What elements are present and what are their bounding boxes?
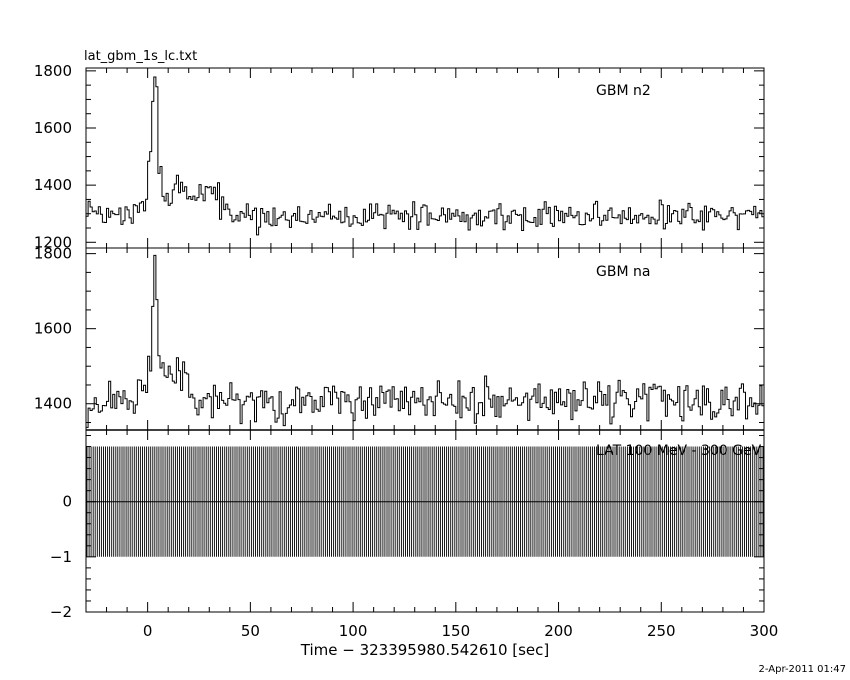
x-tick-label: 200 <box>544 622 573 640</box>
y-tick-label: −2 <box>50 603 72 621</box>
y-tick-label: 1800 <box>34 245 72 263</box>
series-line <box>86 76 764 236</box>
series-label: GBM n2 <box>596 83 651 99</box>
y-tick-label: 0 <box>62 493 72 511</box>
panel-gbm-na: 1400 1600 1800 GBM na <box>34 245 764 428</box>
series-label: LAT 100 MeV - 300 GeV <box>596 443 762 459</box>
x-axis-label: Time − 323395980.542610 [sec] <box>300 641 550 659</box>
y-tick-label: 1200 <box>34 233 72 251</box>
y-tick-label: −1 <box>50 548 72 566</box>
y-tick-label: 1400 <box>34 395 72 413</box>
series-line <box>86 254 764 428</box>
x-tick-label: 250 <box>647 622 676 640</box>
x-tick-label: 100 <box>339 622 368 640</box>
y-tick-label: 1600 <box>34 119 72 137</box>
y-tick-label: 1800 <box>34 62 72 80</box>
plot-frame <box>85 67 765 613</box>
x-axis: 0 50 100 150 200 250 300 <box>85 68 779 640</box>
y-tick-label: 1400 <box>34 176 72 194</box>
x-tick-label: 150 <box>441 622 470 640</box>
panel-gbm-n2: 1200 1400 1600 1800 GBM n2 <box>34 62 764 251</box>
x-tick-label: 300 <box>750 622 779 640</box>
plot-timestamp: 2-Apr-2011 01:47 <box>759 664 846 675</box>
x-tick-label: 0 <box>143 622 153 640</box>
x-tick-label: 50 <box>241 622 260 640</box>
y-tick-label: 1600 <box>34 320 72 338</box>
panel-lat: −2 −1 0 LAT 100 MeV - 300 GeV <box>50 429 764 621</box>
series-label: GBM na <box>596 264 650 280</box>
file-title: lat_gbm_1s_lc.txt <box>84 49 197 64</box>
